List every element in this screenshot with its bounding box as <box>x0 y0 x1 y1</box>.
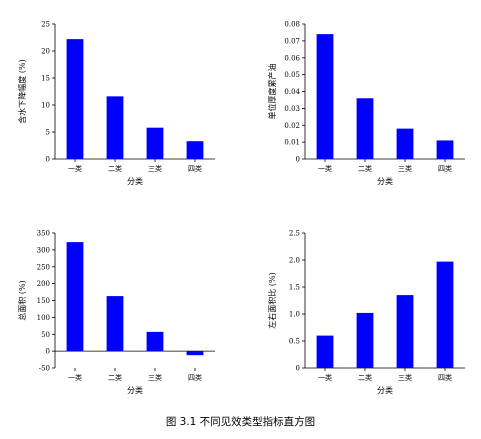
y-axis-title: 单位厚度累产油 <box>267 64 277 120</box>
y-tick-label: 150 <box>37 297 50 305</box>
y-tick-label: 50 <box>41 331 50 339</box>
y-tick-label: 0.08 <box>284 21 300 29</box>
y-tick-label: 0.05 <box>284 71 300 79</box>
y-tick-label: 5 <box>46 129 50 137</box>
y-axis-title: 含水下降幅度 (%) <box>17 59 27 123</box>
bar-4 <box>436 140 454 159</box>
y-tick-label: 25 <box>41 21 50 29</box>
x-tick-label: 四类 <box>188 373 202 382</box>
bar-1 <box>66 242 84 352</box>
x-tick-label: 三类 <box>148 373 162 382</box>
x-tick-label: 四类 <box>188 164 202 173</box>
bar-2 <box>356 312 374 368</box>
y-tick-label: 0.01 <box>284 139 300 147</box>
x-axis-title: 分类 <box>127 176 143 186</box>
x-tick-label: 三类 <box>398 373 412 382</box>
x-tick-label: 三类 <box>398 164 412 173</box>
bar-3 <box>396 128 414 159</box>
x-axis-title: 分类 <box>377 176 393 186</box>
x-tick-label: 一类 <box>318 164 332 173</box>
x-tick-label: 二类 <box>358 373 372 382</box>
y-tick-label: 350 <box>37 230 50 238</box>
x-tick-label: 二类 <box>358 164 372 173</box>
x-tick-label: 一类 <box>318 373 332 382</box>
bar-4 <box>436 261 454 368</box>
y-tick-label: 20 <box>41 48 50 56</box>
y-tick-label: 1.0 <box>289 311 300 319</box>
bar-2 <box>106 96 124 159</box>
y-tick-label: 0.04 <box>284 88 300 96</box>
bar-1 <box>316 34 334 159</box>
y-tick-label: 1.5 <box>289 284 300 292</box>
y-tick-label: 0.5 <box>289 338 300 346</box>
y-tick-label: 2.5 <box>289 230 300 238</box>
y-tick-label: 10 <box>41 102 50 110</box>
y-tick-label: 200 <box>37 280 50 288</box>
y-tick-label: 0 <box>46 156 50 164</box>
y-tick-label: 0.07 <box>284 37 300 45</box>
x-tick-label: 二类 <box>108 164 122 173</box>
bar-4 <box>186 141 204 159</box>
x-axis-title: 分类 <box>127 385 143 395</box>
bar-2 <box>356 98 374 159</box>
chart-2: 0 0.01 0.02 0.03 0.04 0.05 0.06 0.07 0.08 一类 二类 三类 四… <box>267 21 465 186</box>
y-tick-label: 0 <box>46 348 50 356</box>
y-tick-label: 15 <box>41 75 50 83</box>
x-tick-label: 一类 <box>68 164 82 173</box>
x-tick-label: 四类 <box>438 164 452 173</box>
x-tick-label: 三类 <box>148 164 162 173</box>
bar-3 <box>146 127 164 159</box>
y-tick-label: 100 <box>37 314 50 322</box>
bar-4 <box>186 351 204 356</box>
y-axis-title: 左右面积比 (%) <box>267 272 277 328</box>
bar-3 <box>396 295 414 368</box>
figure-caption: 图 3.1 不同见效类型指标直方图 <box>165 416 316 428</box>
y-tick-label: 0.06 <box>284 54 300 62</box>
bar-2 <box>106 296 124 352</box>
y-tick-label: 0.02 <box>284 122 300 130</box>
x-tick-label: 四类 <box>438 373 452 382</box>
y-tick-label: 250 <box>37 263 50 271</box>
bar-3 <box>146 331 164 352</box>
y-tick-label: 0 <box>296 365 300 373</box>
y-tick-label: -50 <box>39 365 50 373</box>
x-tick-label: 一类 <box>68 373 82 382</box>
y-tick-label: 300 <box>37 246 50 254</box>
y-tick-label: 0 <box>296 156 300 164</box>
x-axis-title: 分类 <box>377 385 393 395</box>
y-axis-title: 总面积 (%) <box>17 280 27 320</box>
x-tick-label: 二类 <box>108 373 122 382</box>
bar-1 <box>316 335 334 368</box>
y-tick-label: 2.0 <box>289 257 300 265</box>
bar-1 <box>66 39 84 160</box>
y-tick-label: 0.03 <box>284 105 300 113</box>
